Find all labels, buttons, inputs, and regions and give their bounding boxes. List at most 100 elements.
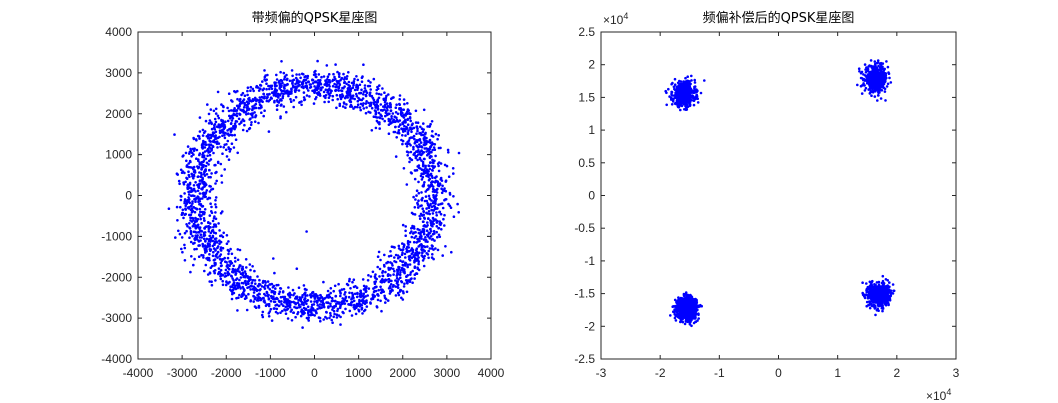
scatter-point bbox=[322, 280, 325, 284]
scatter-point bbox=[402, 264, 405, 267]
scatter-point bbox=[193, 171, 197, 174]
scatter-point bbox=[299, 299, 303, 303]
scatter-point bbox=[431, 245, 434, 248]
scatter-point bbox=[409, 127, 412, 131]
scatter-point bbox=[401, 298, 405, 301]
scatter-point bbox=[344, 295, 348, 299]
scatter-point bbox=[358, 106, 362, 109]
scatter-point bbox=[385, 102, 389, 105]
scatter-point bbox=[240, 120, 243, 123]
scatter-point bbox=[417, 199, 420, 202]
scatter-point bbox=[251, 278, 255, 282]
scatter-point bbox=[405, 127, 408, 130]
scatter-point bbox=[398, 94, 402, 97]
scatter-point bbox=[221, 104, 225, 108]
scatter-point bbox=[251, 99, 255, 102]
scatter-point bbox=[444, 245, 447, 248]
scatter-point bbox=[202, 139, 205, 143]
scatter-point bbox=[374, 110, 378, 113]
scatter-point bbox=[230, 115, 233, 118]
scatter-point bbox=[179, 168, 183, 172]
scatter-point bbox=[211, 140, 215, 143]
scatter-point bbox=[209, 175, 212, 179]
scatter-point bbox=[677, 97, 680, 101]
scatter-point bbox=[182, 182, 186, 186]
scatter-point bbox=[697, 317, 700, 320]
scatter-point bbox=[428, 237, 432, 240]
scatter-point bbox=[884, 74, 888, 77]
scatter-point bbox=[252, 285, 256, 289]
scatter-point bbox=[440, 187, 443, 190]
scatter-point bbox=[190, 220, 194, 223]
scatter-point bbox=[402, 120, 406, 123]
scatter-point bbox=[221, 152, 224, 155]
scatter-point bbox=[859, 84, 863, 88]
scatter-point bbox=[184, 180, 187, 184]
scatter-point bbox=[866, 67, 870, 71]
scatter-point bbox=[420, 198, 423, 201]
scatter-point bbox=[279, 287, 282, 290]
scatter-point bbox=[432, 229, 436, 233]
scatter-point bbox=[203, 211, 206, 214]
scatter-point bbox=[388, 285, 392, 288]
scatter-point bbox=[425, 139, 428, 143]
scatter-point bbox=[882, 86, 886, 90]
scatter-point bbox=[208, 253, 211, 256]
scatter-point bbox=[428, 151, 431, 155]
scatter-point bbox=[194, 138, 198, 141]
scatter-point bbox=[245, 106, 249, 109]
scatter-point bbox=[211, 145, 215, 148]
scatter-point bbox=[423, 199, 427, 203]
scatter-point bbox=[186, 225, 189, 228]
scatter-point bbox=[417, 262, 420, 266]
scatter-point bbox=[680, 83, 684, 86]
scatter-point bbox=[222, 146, 225, 149]
scatter-point bbox=[356, 78, 360, 82]
scatter-point bbox=[269, 299, 273, 303]
scatter-point bbox=[244, 275, 247, 279]
scatter-point bbox=[301, 295, 304, 299]
scatter-point bbox=[192, 149, 196, 153]
scatter-point bbox=[362, 294, 365, 298]
scatter-point bbox=[195, 219, 198, 223]
scatter-point bbox=[391, 112, 395, 115]
scatter-point bbox=[418, 150, 422, 154]
scatter-point bbox=[413, 273, 417, 277]
scatter-point bbox=[403, 270, 406, 274]
scatter-point bbox=[261, 315, 265, 319]
scatter-point bbox=[221, 210, 224, 213]
scatter-point bbox=[395, 103, 398, 106]
scatter-point bbox=[345, 94, 349, 98]
scatter-point bbox=[228, 114, 231, 118]
scatter-point bbox=[248, 99, 251, 103]
scatter-point bbox=[278, 300, 281, 304]
scatter-point bbox=[203, 130, 207, 133]
scatter-point bbox=[344, 291, 347, 294]
scatter-point bbox=[886, 65, 890, 69]
scatter-point bbox=[452, 172, 455, 175]
scatter-point bbox=[273, 271, 276, 275]
scatter-point bbox=[269, 84, 272, 88]
scatter-point bbox=[186, 183, 190, 186]
scatter-point bbox=[862, 82, 865, 85]
scatter-point bbox=[422, 163, 425, 167]
left-axis-ticks: -4000 -3000 -2000 -1000 0 1000 2000 3000 4000-40… bbox=[101, 25, 504, 380]
scatter-point bbox=[437, 164, 440, 168]
scatter-point bbox=[877, 94, 880, 97]
scatter-point bbox=[210, 127, 214, 131]
scatter-point bbox=[298, 303, 301, 307]
scatter-point bbox=[401, 251, 404, 255]
scatter-point bbox=[457, 151, 461, 155]
scatter-point bbox=[407, 129, 410, 132]
scatter-point bbox=[292, 105, 296, 109]
scatter-point bbox=[430, 183, 434, 186]
scatter-point bbox=[314, 80, 318, 83]
scatter-point bbox=[191, 147, 195, 151]
scatter-point bbox=[414, 231, 417, 234]
scatter-point bbox=[409, 150, 413, 154]
scatter-point bbox=[187, 193, 191, 196]
scatter-point bbox=[204, 157, 208, 161]
scatter-point bbox=[883, 90, 887, 93]
scatter-point bbox=[398, 273, 402, 277]
scatter-point bbox=[219, 145, 222, 149]
